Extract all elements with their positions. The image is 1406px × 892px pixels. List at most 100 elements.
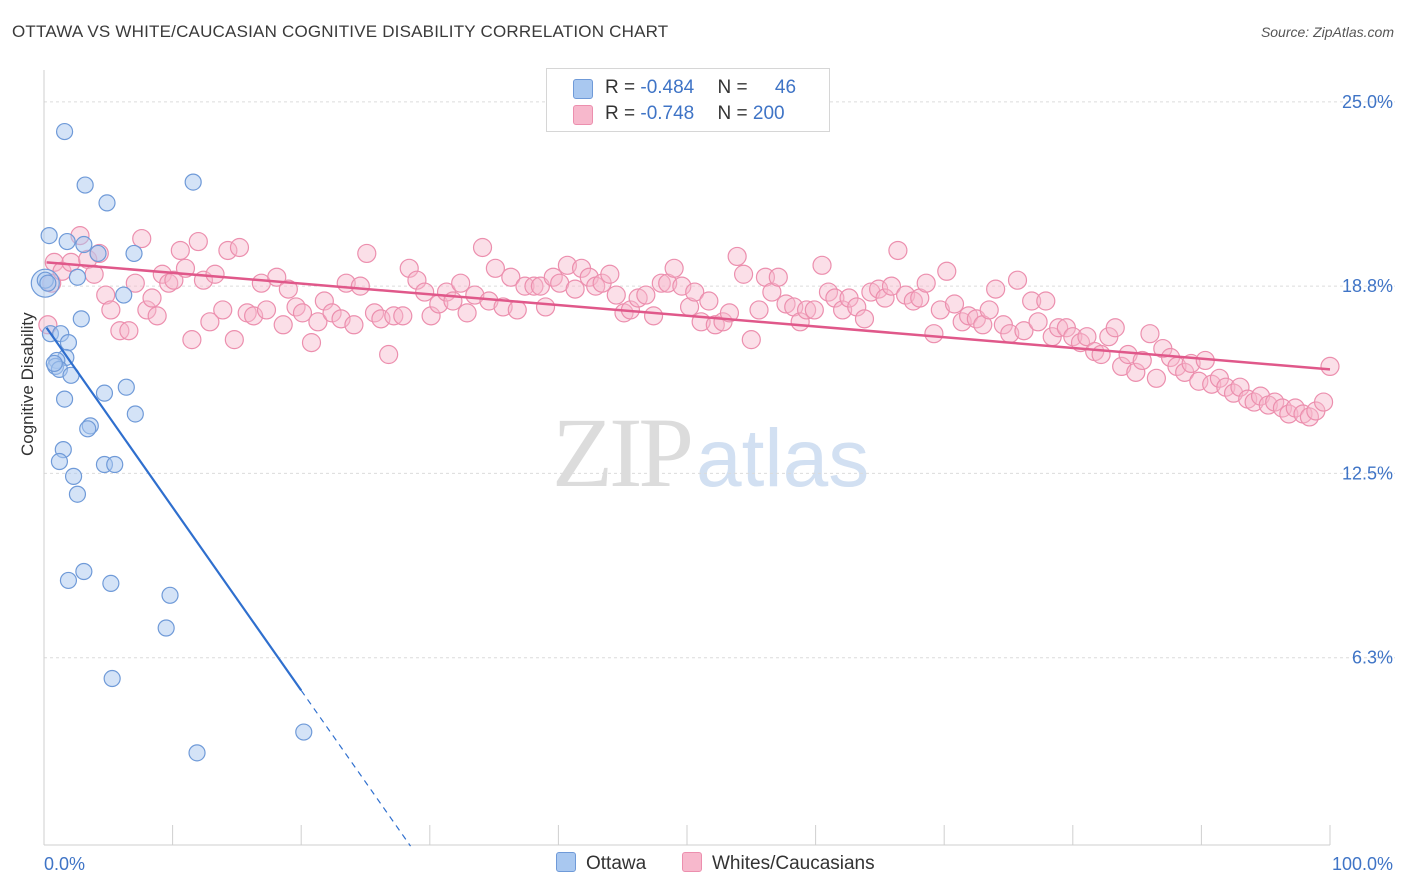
ottawa-data-point xyxy=(59,334,78,352)
ottawa-trend-extension xyxy=(300,690,412,847)
white-data-point xyxy=(1140,324,1160,344)
white-data-point xyxy=(705,315,725,335)
white-data-point xyxy=(182,330,202,350)
white-data-point xyxy=(188,231,208,252)
y-axis-label: Cognitive Disability xyxy=(18,312,37,456)
white-data-point xyxy=(357,243,377,264)
legend-r-label: R = xyxy=(605,103,641,124)
white-data-point xyxy=(557,255,578,275)
white-data-point xyxy=(643,306,664,326)
white-data-point xyxy=(170,240,190,261)
white-data-point xyxy=(1216,377,1236,397)
white-data-point xyxy=(685,282,705,302)
ottawa-data-point xyxy=(64,467,83,485)
white-data-point xyxy=(125,273,145,293)
series-ottawa-points xyxy=(30,122,313,762)
white-data-point xyxy=(213,300,233,320)
white-data-point xyxy=(959,306,979,326)
white-data-point xyxy=(896,285,916,305)
legend-r-value: -0.748 xyxy=(640,103,695,124)
ottawa-data-point xyxy=(76,176,94,194)
white-data-point xyxy=(205,264,225,284)
whites-swatch xyxy=(682,852,702,872)
white-data-point xyxy=(606,285,626,305)
y-tick-label: 18.8% xyxy=(1342,276,1393,296)
white-data-point xyxy=(1049,318,1069,338)
x-tick-label: 100.0% xyxy=(1332,854,1393,874)
legend-n-label: N = xyxy=(717,77,753,98)
white-data-point xyxy=(628,288,648,308)
ottawa-data-point xyxy=(117,378,135,396)
white-data-point xyxy=(847,297,867,317)
white-data-point xyxy=(507,300,527,320)
ottawa-data-point xyxy=(55,122,74,141)
ottawa-data-point xyxy=(157,619,175,637)
ottawa-data-point xyxy=(103,669,121,688)
white-data-point xyxy=(1313,392,1334,412)
legend-n-value: 200 xyxy=(752,103,785,124)
white-data-point xyxy=(916,273,936,293)
trend-lines xyxy=(45,261,1331,847)
white-data-point xyxy=(119,321,139,341)
white-data-point xyxy=(415,282,435,302)
white-data-point xyxy=(159,273,179,293)
white-data-point xyxy=(1091,344,1111,365)
white-data-point xyxy=(733,264,754,284)
white-data-point xyxy=(812,255,832,275)
whites-trend-line xyxy=(46,261,1331,371)
white-data-point xyxy=(61,252,81,272)
white-data-point xyxy=(768,267,788,287)
white-data-point xyxy=(399,258,419,278)
bottom-legend-whites[interactable]: Whites/Caucasians xyxy=(682,852,875,876)
white-data-point xyxy=(493,297,513,317)
ottawa-data-point xyxy=(125,244,143,263)
white-data-point xyxy=(741,330,761,350)
white-data-point xyxy=(1112,356,1132,377)
white-data-point xyxy=(651,273,671,293)
x-tick-label: 0.0% xyxy=(44,854,85,874)
white-data-point xyxy=(1014,321,1034,341)
white-data-point xyxy=(664,258,684,278)
white-data-point xyxy=(833,300,853,320)
ottawa-data-point xyxy=(188,744,206,762)
ottawa-legend-label: Ottawa xyxy=(586,853,647,874)
white-data-point xyxy=(524,276,544,296)
whites-legend-label: Whites/Caucasians xyxy=(712,853,875,874)
axes xyxy=(43,70,1331,846)
ottawa-data-point xyxy=(106,455,124,474)
legend-r-value: -0.484 xyxy=(640,77,695,98)
white-data-point xyxy=(1007,270,1028,290)
white-data-point xyxy=(393,306,413,326)
white-data-point xyxy=(451,273,471,293)
series-whites-points xyxy=(38,226,1340,427)
white-data-point xyxy=(1146,368,1166,388)
white-data-point xyxy=(535,297,556,317)
white-data-point xyxy=(930,300,950,320)
ottawa-data-point xyxy=(115,286,133,304)
white-data-point xyxy=(344,315,364,335)
white-data-point xyxy=(1132,350,1152,371)
bottom-legend-ottawa[interactable]: Ottawa xyxy=(556,852,646,876)
white-data-point xyxy=(314,291,334,311)
ottawa-data-point xyxy=(98,194,116,212)
legend-swatch-ottawa xyxy=(573,79,593,99)
white-data-point xyxy=(301,333,322,353)
white-data-point xyxy=(861,282,881,302)
white-data-point xyxy=(1230,377,1250,397)
white-data-point xyxy=(273,315,293,335)
white-data-point xyxy=(147,306,167,326)
white-data-point xyxy=(1036,291,1056,311)
ottawa-data-point xyxy=(68,485,87,503)
legend-n-label: N = xyxy=(717,103,753,124)
white-data-point xyxy=(278,279,298,299)
white-data-point xyxy=(600,264,620,284)
ottawa-data-point xyxy=(102,574,120,593)
ottawa-data-point xyxy=(39,274,57,292)
white-data-point xyxy=(142,288,162,308)
ottawa-trend-line xyxy=(45,327,303,692)
white-data-point xyxy=(776,294,796,314)
white-data-point xyxy=(825,288,845,308)
white-data-point xyxy=(1265,392,1285,412)
white-data-point xyxy=(308,312,328,332)
chart-title: OTTAWA VS WHITE/CAUCASIAN COGNITIVE DISA… xyxy=(12,22,669,41)
